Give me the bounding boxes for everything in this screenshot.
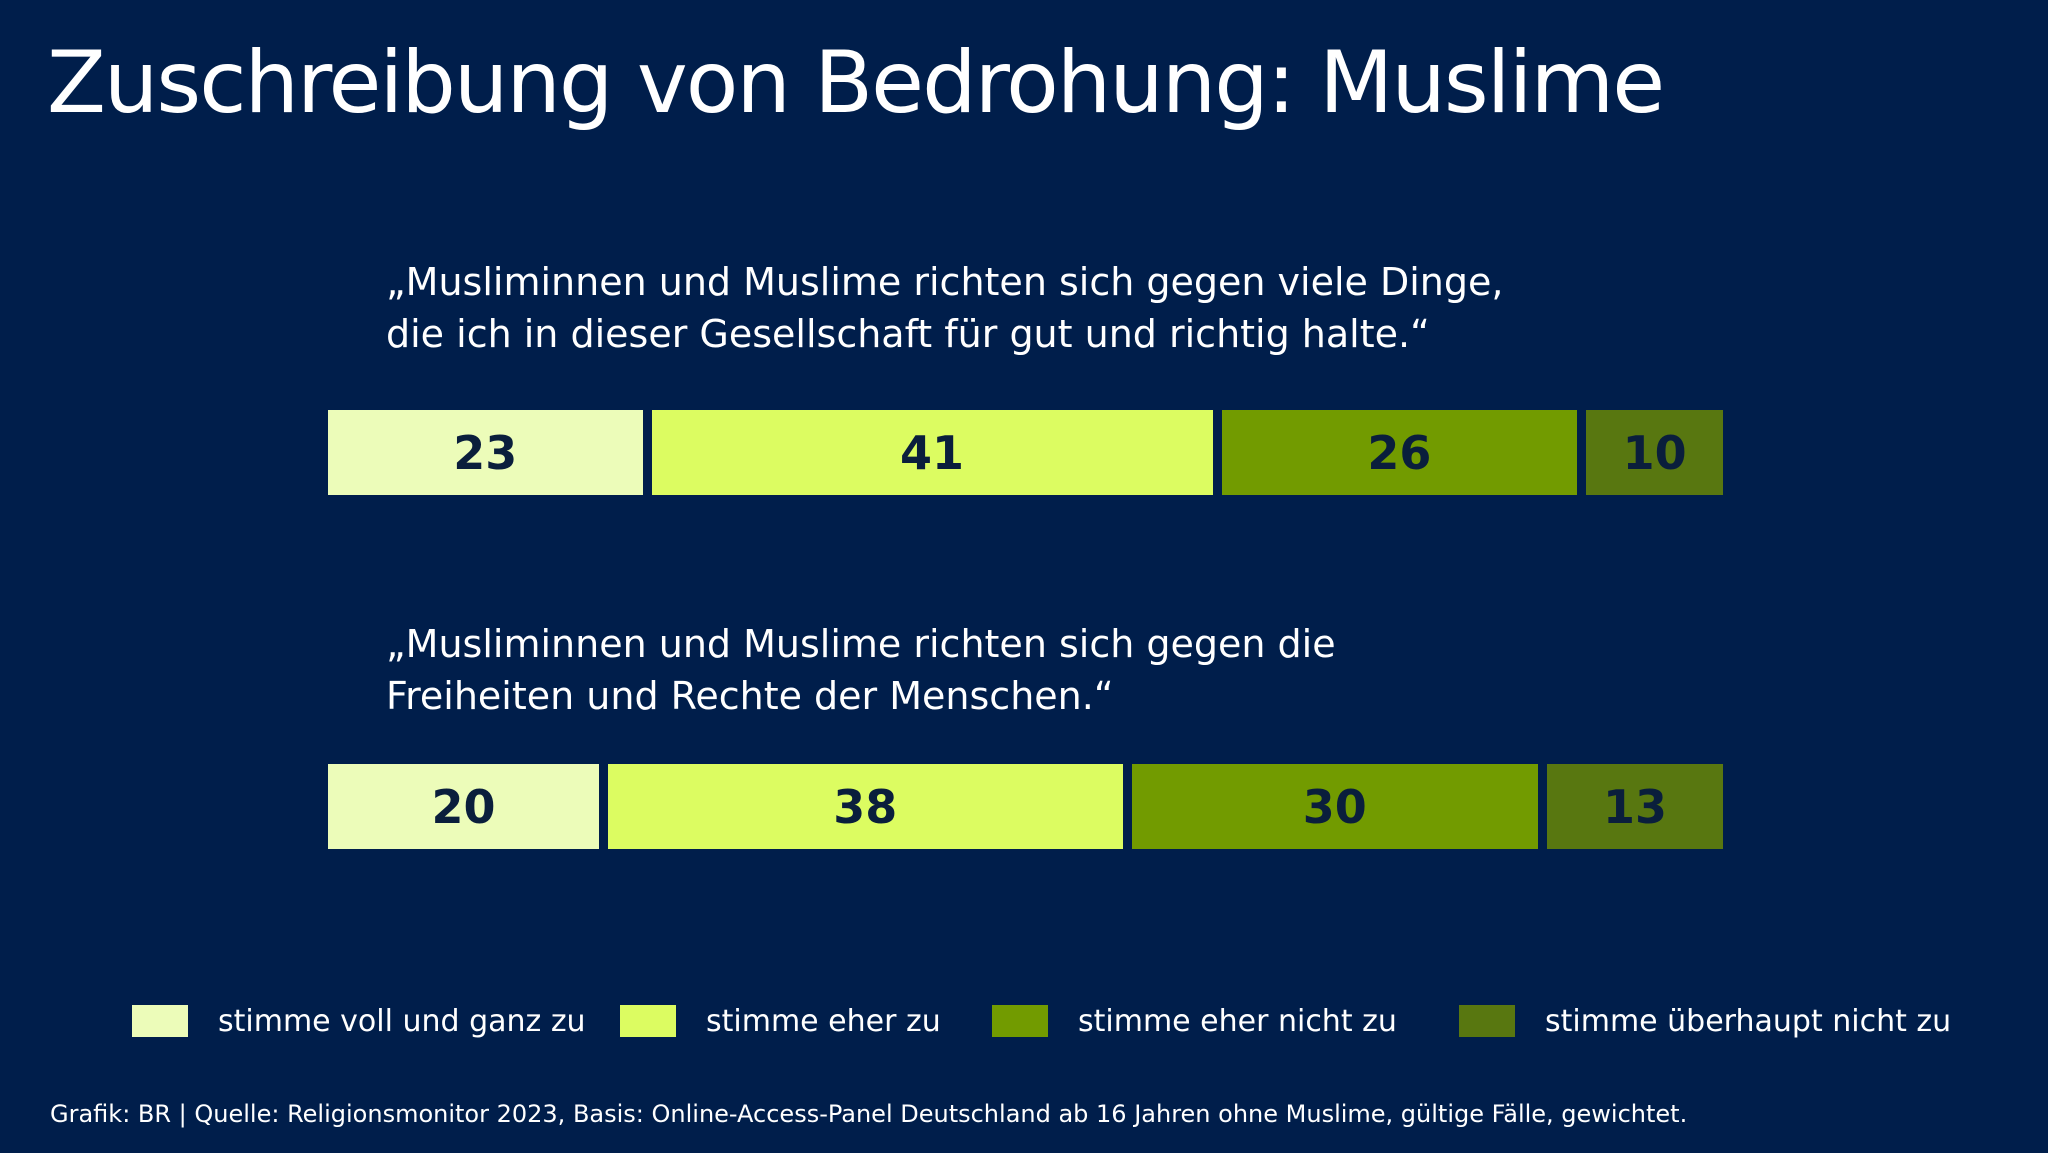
bar-segment: 20 — [328, 764, 599, 849]
bar-segment: 26 — [1221, 410, 1578, 495]
legend-swatch — [1459, 1005, 1515, 1037]
data-label: 41 — [900, 425, 965, 480]
stacked-bar-1: 23 41 26 10 — [328, 410, 1723, 495]
legend-swatch — [132, 1005, 188, 1037]
data-label: 23 — [453, 425, 518, 480]
bar-segment: 38 — [607, 764, 1123, 849]
legend: stimme voll und ganz zu stimme eher zu s… — [0, 1003, 2048, 1039]
question-1-line-2: die ich in dieser Gesellschaft für gut u… — [386, 312, 1430, 356]
legend-swatch — [620, 1005, 676, 1037]
chart-title: Zuschreibung von Bedrohung: Muslime — [47, 33, 1665, 133]
legend-item-eher-nicht-zu: stimme eher nicht zu — [992, 1003, 1397, 1039]
bar-segment: 23 — [328, 410, 643, 495]
legend-label: stimme eher nicht zu — [1078, 1003, 1397, 1039]
bar-segment: 10 — [1586, 410, 1723, 495]
data-label: 38 — [833, 779, 898, 834]
question-2-line-1: „Musliminnen und Muslime richten sich ge… — [386, 622, 1336, 666]
data-label: 20 — [431, 779, 496, 834]
data-label: 26 — [1367, 425, 1432, 480]
source-footer: Grafik: BR | Quelle: Religionsmonitor 20… — [50, 1100, 1688, 1128]
legend-item-ueberhaupt-nicht-zu: stimme überhaupt nicht zu — [1459, 1003, 1951, 1039]
legend-item-voll-und-ganz: stimme voll und ganz zu — [132, 1003, 586, 1039]
question-1: „Musliminnen und Muslime richten sich ge… — [386, 256, 1503, 360]
data-label: 13 — [1602, 779, 1667, 834]
question-1-line-1: „Musliminnen und Muslime richten sich ge… — [386, 260, 1504, 304]
legend-swatch — [992, 1005, 1048, 1037]
legend-label: stimme überhaupt nicht zu — [1545, 1003, 1952, 1039]
question-2-line-2: Freiheiten und Rechte der Menschen.“ — [386, 674, 1114, 718]
data-label: 10 — [1622, 425, 1687, 480]
data-label: 30 — [1302, 779, 1367, 834]
legend-item-eher-zu: stimme eher zu — [620, 1003, 941, 1039]
bar-segment: 41 — [651, 410, 1213, 495]
legend-label: stimme voll und ganz zu — [218, 1003, 586, 1039]
bar-segment: 30 — [1131, 764, 1538, 849]
legend-label: stimme eher zu — [706, 1003, 941, 1039]
bar-segment: 13 — [1546, 764, 1723, 849]
stacked-bar-2: 20 38 30 13 — [328, 764, 1723, 849]
question-2: „Musliminnen und Muslime richten sich ge… — [386, 618, 1336, 722]
